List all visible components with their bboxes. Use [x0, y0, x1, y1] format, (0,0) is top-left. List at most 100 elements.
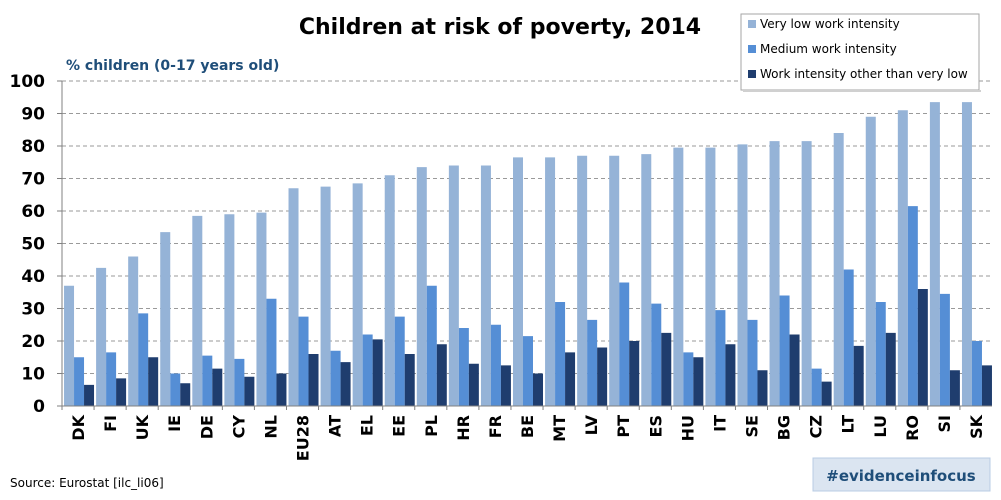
bar-de-series-1: [192, 215, 203, 406]
bar-lv-series-1: [577, 155, 588, 406]
x-tick-label: RO: [903, 415, 922, 441]
bar-nl-series-3: [276, 373, 287, 406]
bar-hr-series-2: [458, 328, 469, 406]
bar-pl-series-1: [416, 167, 427, 406]
bar-se-series-2: [747, 319, 758, 406]
legend-swatch: [748, 45, 756, 53]
bar-es-series-1: [641, 154, 652, 406]
bar-uk-series-2: [138, 313, 149, 406]
x-tick-label: SK: [967, 414, 986, 439]
bar-mt-series-3: [565, 352, 576, 406]
bar-cy-series-1: [224, 214, 235, 406]
bar-se-series-3: [757, 370, 768, 406]
bar-ie-series-3: [180, 383, 191, 406]
bar-dk-series-1: [64, 285, 75, 406]
y-tick-label: 40: [21, 267, 45, 287]
y-tick-label: 10: [21, 365, 45, 385]
bar-es-series-3: [661, 332, 672, 406]
bar-lt-series-2: [843, 269, 854, 406]
x-tick-label: ES: [646, 415, 665, 437]
legend-label: Medium work intensity: [760, 42, 897, 56]
x-tick-label: EE: [390, 415, 409, 437]
y-axis-label: % children (0-17 years old): [66, 58, 279, 74]
bar-de-series-3: [212, 368, 223, 406]
bar-bg-series-1: [769, 141, 780, 406]
bar-el-series-2: [362, 334, 373, 406]
bar-be-series-2: [523, 336, 533, 406]
legend-shadow: [743, 90, 981, 92]
bar-at-series-2: [330, 350, 341, 406]
x-tick-label: DK: [69, 414, 88, 440]
bar-mt-series-1: [545, 157, 556, 406]
axes: [61, 81, 992, 407]
bar-mt-series-2: [555, 302, 566, 406]
y-tick-label: 0: [33, 397, 45, 417]
bar-sk-series-2: [971, 341, 982, 406]
bar-fr-series-3: [500, 365, 511, 406]
bar-ie-series-2: [170, 373, 181, 406]
bar-fi-series-2: [106, 352, 117, 406]
hashtag-badge: #evidenceinfocus: [812, 457, 991, 492]
bar-se-series-1: [737, 144, 748, 406]
bar-uk-series-3: [148, 357, 159, 406]
y-tick-label: 70: [21, 170, 45, 190]
bar-fr-series-2: [490, 324, 501, 406]
y-tick-label: 90: [21, 105, 45, 125]
bar-uk-series-1: [128, 256, 139, 406]
bar-es-series-2: [651, 303, 662, 406]
bar-pt-series-2: [619, 282, 630, 406]
bar-sk-series-3: [981, 365, 992, 406]
x-tick-label: LU: [871, 415, 890, 438]
x-tick-label: HR: [454, 415, 473, 441]
bar-eu28-series-1: [288, 188, 299, 406]
bar-el-series-3: [372, 339, 383, 406]
y-tick-label: 80: [21, 137, 45, 157]
bar-cz-series-1: [801, 141, 812, 406]
legend-label: Very low work intensity: [760, 17, 900, 31]
bar-sk-series-1: [961, 102, 972, 406]
x-tick-label: EL: [358, 415, 377, 436]
bar-si-series-2: [939, 293, 950, 406]
bar-bg-series-3: [789, 334, 800, 406]
bar-it-series-1: [705, 147, 716, 406]
x-tick-label: PL: [422, 415, 441, 437]
bar-cy-series-2: [234, 358, 245, 406]
bar-fi-series-1: [96, 267, 107, 406]
bar-fi-series-3: [116, 378, 127, 406]
y-axis-ticks: 0 10 20 30 40 50 60 70 80 90 100: [10, 72, 62, 417]
bar-hu-series-2: [683, 352, 694, 406]
bar-si-series-1: [929, 102, 940, 406]
bar-ro-series-1: [897, 110, 908, 406]
bar-it-series-3: [725, 344, 736, 406]
x-tick-label: LT: [839, 415, 858, 434]
bar-cy-series-3: [244, 376, 255, 406]
y-tick-label: 60: [21, 202, 45, 222]
x-tick-label: NL: [261, 415, 280, 439]
bar-lv-series-3: [597, 347, 608, 406]
x-tick-label: CZ: [807, 415, 826, 438]
bar-it-series-2: [715, 310, 726, 406]
bar-hu-series-3: [693, 357, 704, 406]
bar-ee-series-3: [404, 354, 415, 406]
chart-title: Children at risk of poverty, 2014: [299, 15, 701, 40]
bar-at-series-1: [320, 186, 331, 406]
bar-ie-series-1: [160, 232, 171, 406]
bar-cz-series-2: [811, 368, 822, 406]
x-tick-label: MT: [550, 415, 569, 442]
bar-lt-series-3: [853, 345, 864, 406]
bar-dk-series-3: [84, 384, 95, 406]
x-tick-label: FI: [101, 415, 120, 432]
bar-nl-series-1: [256, 212, 267, 406]
bar-dk-series-2: [74, 357, 85, 406]
bar-pl-series-2: [426, 285, 437, 406]
bar-pt-series-3: [629, 341, 640, 406]
bar-ro-series-3: [917, 289, 928, 406]
x-tick-label: BE: [518, 415, 537, 438]
legend-swatch: [748, 70, 756, 78]
bar-eu28-series-2: [298, 316, 309, 406]
bar-fr-series-1: [480, 165, 491, 406]
x-tick-label: FR: [486, 415, 505, 438]
x-tick-label: HU: [678, 415, 697, 441]
y-tick-label: 100: [10, 72, 46, 92]
bar-el-series-1: [352, 183, 363, 406]
